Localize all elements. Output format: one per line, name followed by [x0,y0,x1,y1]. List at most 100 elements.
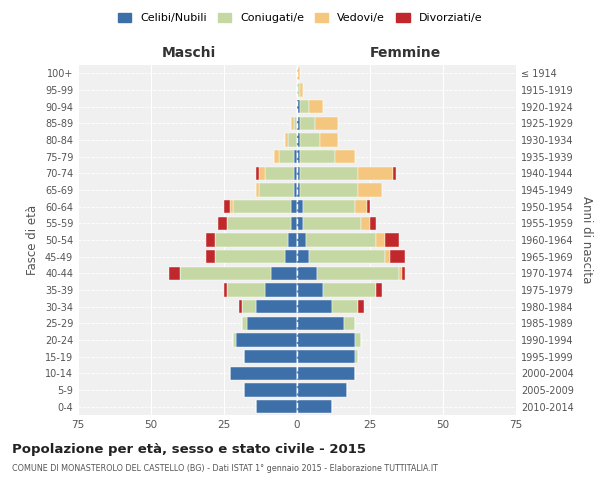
Bar [297,250,308,264]
Bar [297,184,300,196]
Bar [236,334,297,346]
Bar [227,216,291,230]
Bar [294,166,297,180]
Bar [233,334,236,346]
Bar [297,300,332,314]
Bar [297,100,300,114]
Bar [358,300,364,314]
Bar [291,116,294,130]
Bar [280,150,294,164]
Bar [385,234,399,246]
Bar [215,250,286,264]
Bar [215,234,288,246]
Bar [297,150,300,164]
Bar [244,350,297,364]
Bar [314,116,338,130]
Bar [206,250,215,264]
Bar [361,216,370,230]
Bar [300,100,308,114]
Bar [271,266,297,280]
Bar [308,250,385,264]
Bar [385,250,391,264]
Bar [297,284,323,296]
Bar [244,384,297,396]
Bar [355,334,361,346]
Bar [256,184,259,196]
Bar [286,134,288,146]
Bar [344,316,355,330]
Bar [391,250,405,264]
Bar [294,184,297,196]
Bar [242,316,247,330]
Bar [206,234,215,246]
Bar [256,300,297,314]
Bar [300,134,320,146]
Bar [355,200,367,213]
Bar [355,350,358,364]
Bar [297,384,347,396]
Y-axis label: Anni di nascita: Anni di nascita [580,196,593,284]
Bar [320,134,338,146]
Bar [297,134,300,146]
Bar [297,84,300,96]
Bar [394,166,396,180]
Bar [297,400,332,413]
Bar [303,200,355,213]
Bar [233,200,291,213]
Bar [370,216,376,230]
Bar [308,100,323,114]
Text: Popolazione per età, sesso e stato civile - 2015: Popolazione per età, sesso e stato civil… [12,442,366,456]
Bar [224,284,227,296]
Bar [239,300,242,314]
Bar [265,284,297,296]
Bar [259,166,265,180]
Bar [230,366,297,380]
Bar [297,266,317,280]
Bar [230,200,233,213]
Legend: Celibi/Nubili, Coniugati/e, Vedovi/e, Divorziati/e: Celibi/Nubili, Coniugati/e, Vedovi/e, Di… [113,8,487,28]
Bar [297,350,355,364]
Bar [300,166,358,180]
Bar [224,200,230,213]
Bar [358,166,394,180]
Bar [323,284,376,296]
Bar [300,84,303,96]
Bar [294,116,297,130]
Bar [256,400,297,413]
Bar [297,366,355,380]
Bar [297,334,355,346]
Bar [265,166,294,180]
Text: COMUNE DI MONASTEROLO DEL CASTELLO (BG) - Dati ISTAT 1° gennaio 2015 - Elaborazi: COMUNE DI MONASTEROLO DEL CASTELLO (BG) … [12,464,438,473]
Bar [291,216,297,230]
Bar [291,200,297,213]
Bar [402,266,405,280]
Bar [294,150,297,164]
Bar [259,184,294,196]
Bar [247,316,297,330]
Bar [300,184,358,196]
Bar [288,234,297,246]
Bar [303,216,361,230]
Text: Maschi: Maschi [162,46,216,60]
Bar [300,116,314,130]
Bar [399,266,402,280]
Y-axis label: Fasce di età: Fasce di età [26,205,39,275]
Bar [297,200,303,213]
Bar [274,150,280,164]
Bar [297,116,300,130]
Bar [335,150,355,164]
Bar [242,300,256,314]
Bar [169,266,180,280]
Bar [367,200,370,213]
Bar [297,166,300,180]
Bar [218,216,227,230]
Bar [297,216,303,230]
Bar [358,184,382,196]
Bar [286,250,297,264]
Bar [297,66,300,80]
Bar [376,284,382,296]
Bar [256,166,259,180]
Text: Femmine: Femmine [370,46,440,60]
Bar [376,234,385,246]
Bar [227,284,265,296]
